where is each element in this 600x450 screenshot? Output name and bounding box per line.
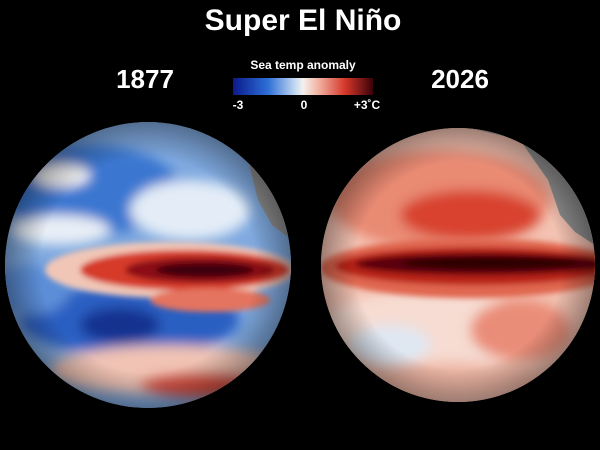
legend-tick: +3˚C bbox=[354, 98, 381, 112]
globe-1877 bbox=[5, 122, 291, 408]
globe-label: 1877 bbox=[116, 64, 174, 94]
legend-title: Sea temp anomaly bbox=[250, 58, 356, 72]
legend-tick: 0 bbox=[301, 98, 308, 112]
title: Super El Niño bbox=[205, 4, 402, 37]
globe-label: 2026 bbox=[431, 64, 489, 94]
legend-tick: -3 bbox=[233, 98, 244, 112]
globe-2026 bbox=[321, 128, 595, 402]
colorbar bbox=[233, 78, 373, 95]
